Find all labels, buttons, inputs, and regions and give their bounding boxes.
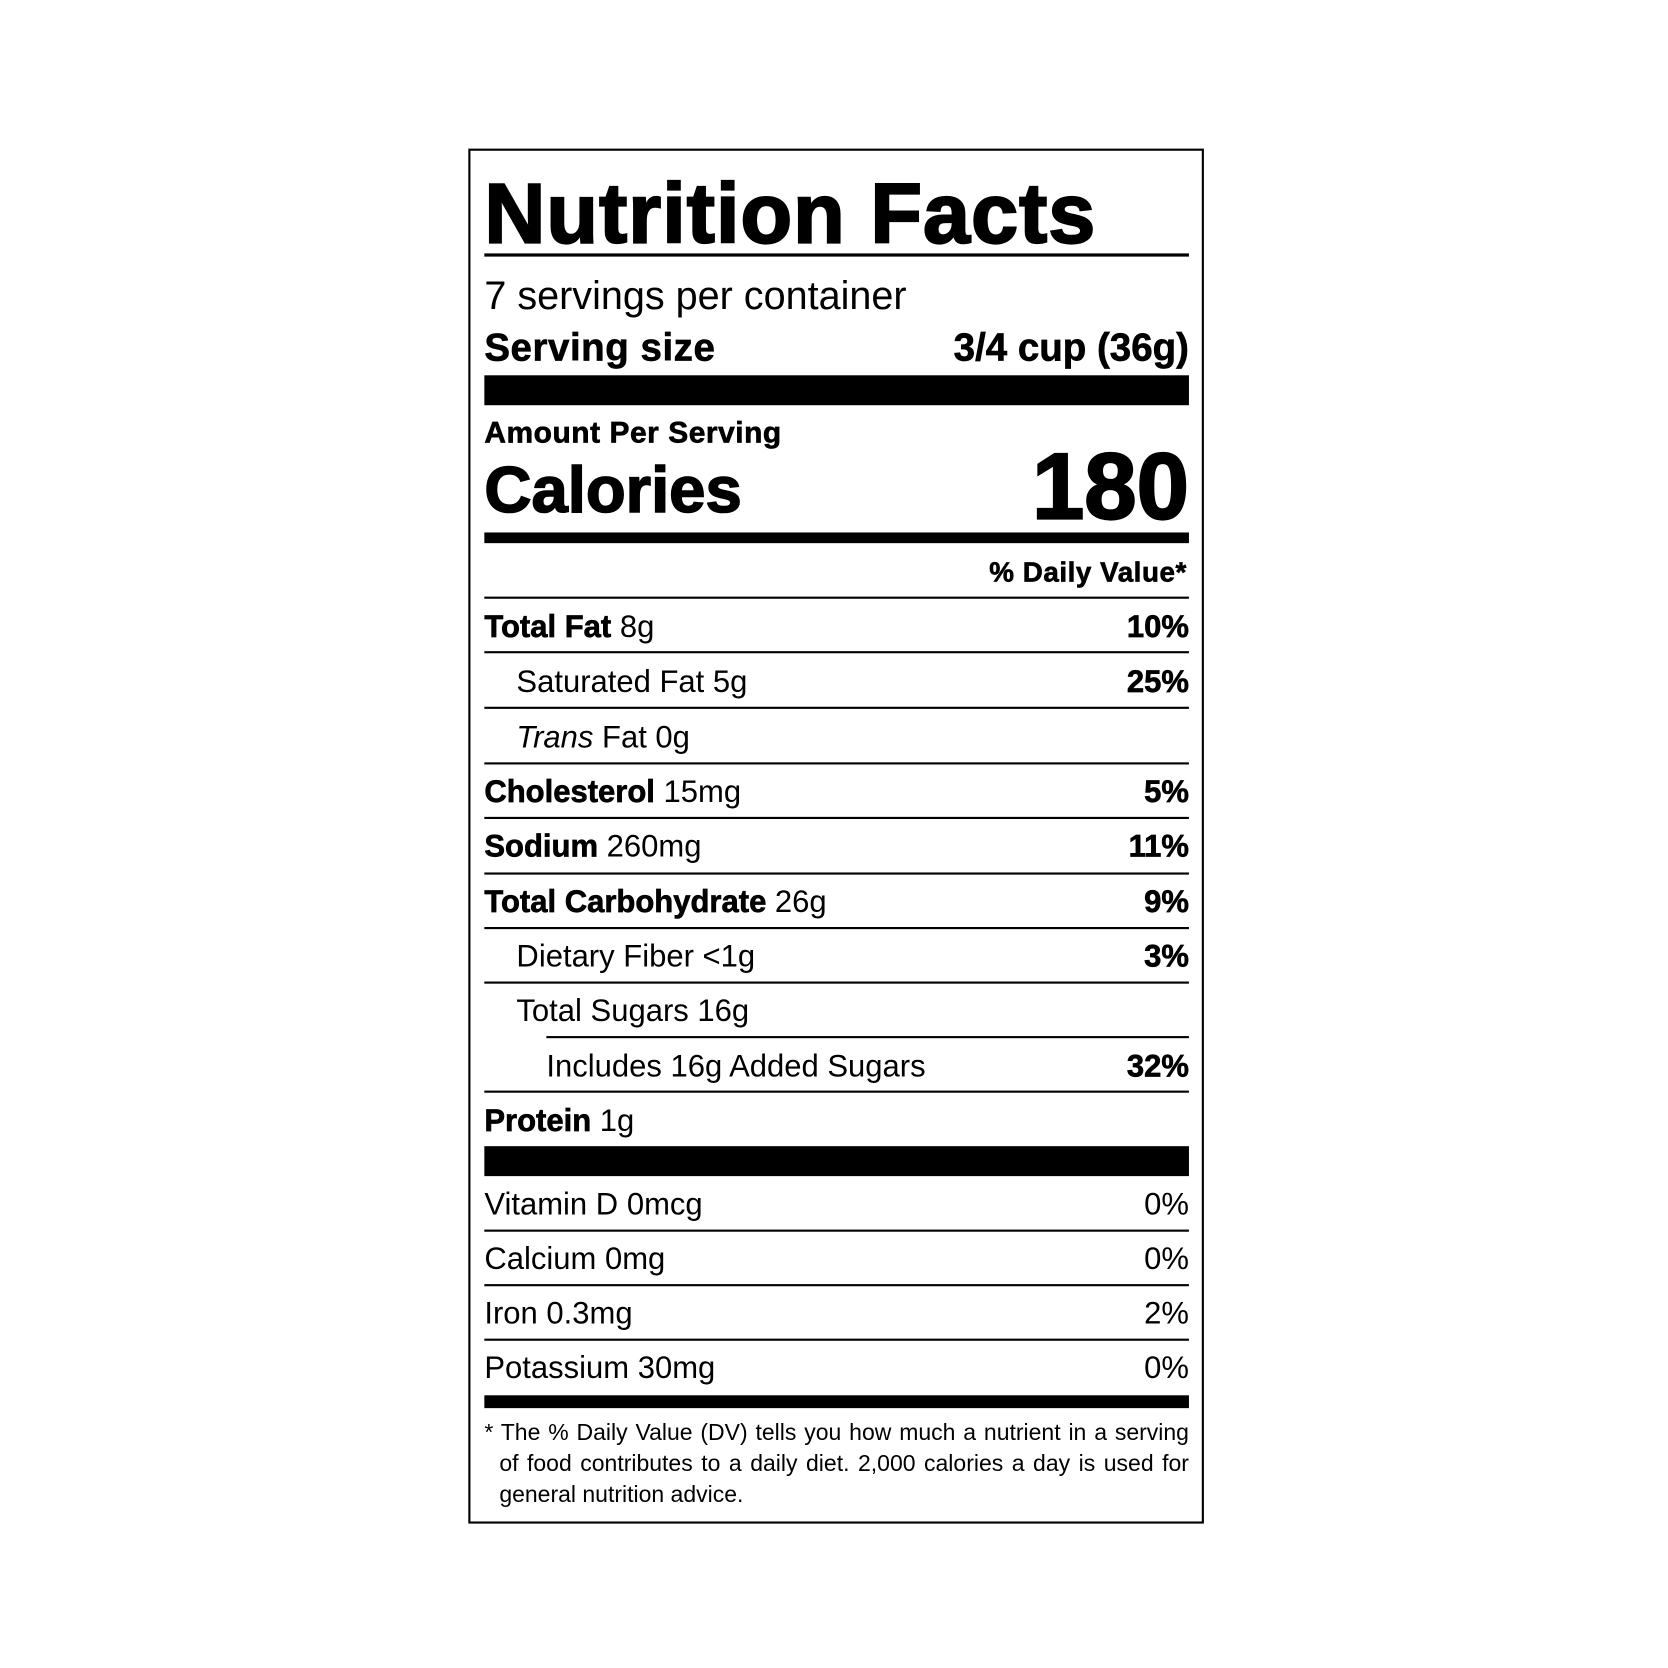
nutrient-row-total-sugars: Total Sugars 16g	[484, 992, 1189, 1030]
vitamin-row-potassium: Potassium 30mg 0%	[484, 1349, 1189, 1387]
title: Nutrition Facts	[483, 165, 1097, 262]
nutrient-dv: 32%	[1126, 1049, 1190, 1084]
nutrient-amount: 0g	[655, 720, 690, 755]
nutrient-row-total-fat: Total Fat 8g 10%	[484, 608, 1189, 646]
amount-per-serving: Amount Per Serving	[484, 415, 782, 450]
nutrition-facts-panel	[468, 148, 1204, 1524]
serving-size-value: 3/4 cup (36g)	[953, 325, 1189, 369]
divider	[484, 872, 1189, 875]
nutrient-row-trans-fat: Trans Fat 0g	[484, 719, 1189, 757]
divider	[484, 1090, 1189, 1093]
nutrient-amount: 15mg	[663, 774, 742, 809]
nutrient-amount: 16g	[697, 993, 750, 1029]
nutrient-dv: 10%	[1126, 609, 1190, 645]
divider	[546, 1036, 1189, 1039]
nutrient-name: Total Carbohydrate	[484, 884, 767, 919]
medium-divider	[484, 1395, 1189, 1409]
divider	[484, 762, 1189, 765]
vitamin-name: Potassium	[484, 1350, 630, 1386]
divider	[484, 926, 1189, 930]
vitamin-dv: 0%	[1144, 1241, 1189, 1277]
vitamin-amount: 30mg	[637, 1350, 716, 1386]
nutrient-name: Protein	[484, 1103, 592, 1139]
daily-value-header: % Daily Value*	[989, 555, 1187, 589]
vitamin-row-calcium: Calcium 0mg 0%	[484, 1240, 1189, 1278]
nutrient-name: Total Sugars	[516, 993, 689, 1029]
vitamin-amount: 0mg	[604, 1241, 666, 1277]
nutrient-name: Dietary Fiber	[516, 939, 694, 974]
nutrient-row-cholesterol: Cholesterol 15mg 5%	[484, 773, 1189, 811]
vitamin-name: Calcium	[484, 1241, 597, 1277]
nutrient-amount: 1g	[599, 1103, 635, 1139]
vitamin-amount: 0mcg	[626, 1187, 703, 1222]
divider	[484, 981, 1189, 984]
divider	[484, 1284, 1189, 1287]
vitamin-name: Iron	[484, 1296, 538, 1331]
nutrient-dv: 11%	[1128, 829, 1189, 864]
nutrient-amount: 5g	[712, 664, 748, 699]
vitamin-dv: 2%	[1144, 1296, 1189, 1331]
vitamin-dv: 0%	[1144, 1350, 1189, 1386]
divider	[484, 253, 1189, 257]
nutrient-row-total-carbohydrate: Total Carbohydrate 26g 9%	[484, 883, 1189, 921]
nutrient-row-protein: Protein 1g	[484, 1102, 1189, 1140]
calories-label: Calories	[484, 453, 743, 527]
servings-per-container: 7 servings per container	[484, 273, 907, 318]
nutrient-dv: 9%	[1144, 884, 1189, 919]
nutrient-dv: 3%	[1144, 939, 1189, 974]
vitamin-name: Vitamin D	[484, 1187, 619, 1222]
serving-size-row: Serving size 3/4 cup (36g)	[484, 325, 1189, 370]
nutrient-amount: <1g	[702, 939, 756, 974]
divider	[484, 816, 1189, 820]
vitamin-amount: 0.3mg	[546, 1296, 633, 1331]
nutrient-row-saturated-fat: Saturated Fat 5g 25%	[484, 663, 1189, 701]
calories-value: 180	[1031, 432, 1190, 540]
medium-divider	[484, 532, 1189, 544]
nutrient-amount: 8g	[619, 609, 655, 645]
divider	[484, 1338, 1189, 1341]
vitamin-row-vitamin-d: Vitamin D 0mcg 0%	[484, 1186, 1189, 1224]
nutrient-dv: 5%	[1144, 774, 1189, 809]
vitamin-row-iron: Iron 0.3mg 2%	[484, 1295, 1189, 1333]
nutrient-name: Total Fat	[484, 609, 612, 645]
nutrient-amount: 26g	[774, 884, 827, 919]
nutrient-name: Saturated Fat	[516, 664, 705, 699]
nutrient-row-sodium: Sodium 260mg 11%	[484, 828, 1189, 866]
nutrient-name: Cholesterol	[484, 774, 655, 809]
footnote: * The % Daily Value (DV) tells you how m…	[484, 1418, 1189, 1511]
nutrient-name: Fat	[602, 720, 647, 755]
serving-size-label: Serving size	[484, 325, 716, 369]
thick-divider	[484, 375, 1189, 406]
divider	[484, 596, 1189, 599]
divider	[484, 651, 1189, 654]
nutrient-name: Sodium	[484, 829, 599, 864]
divider	[484, 1229, 1189, 1232]
divider	[484, 706, 1189, 709]
nutrient-row-added-sugars: Includes 16g Added Sugars 32%	[484, 1048, 1189, 1086]
thick-divider	[484, 1146, 1189, 1177]
nutrient-row-dietary-fiber: Dietary Fiber <1g 3%	[484, 938, 1189, 976]
vitamin-dv: 0%	[1144, 1187, 1189, 1222]
nutrient-amount: 260mg	[606, 829, 702, 864]
nutrient-name-italic: Trans	[516, 720, 594, 755]
footnote-text: * The % Daily Value (DV) tells you how m…	[484, 1419, 1189, 1508]
nutrient-dv: 25%	[1126, 664, 1190, 699]
nutrient-name: Includes 16g Added Sugars	[546, 1049, 926, 1084]
